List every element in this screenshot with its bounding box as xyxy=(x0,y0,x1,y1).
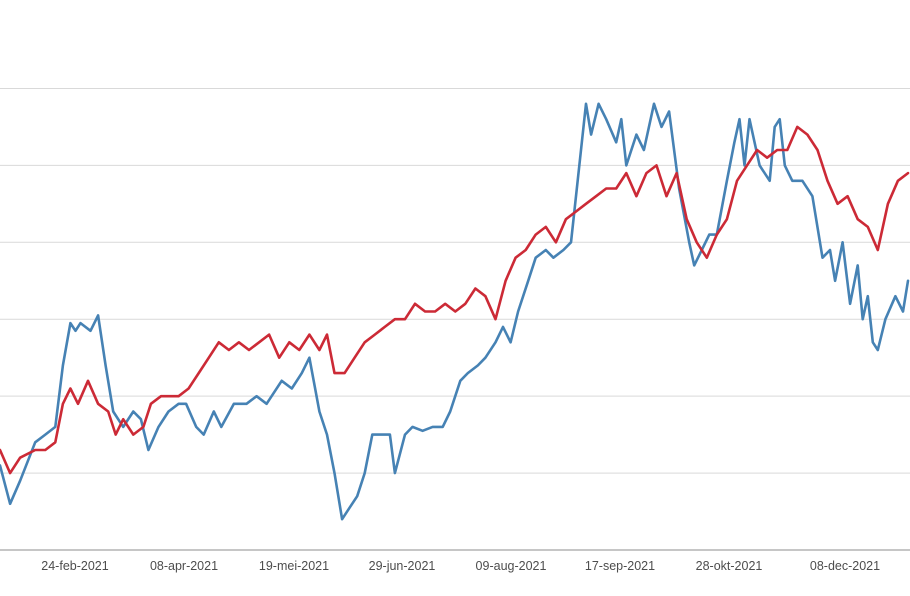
series-line-2 xyxy=(0,127,908,473)
x-tick-label: 17-sep-2021 xyxy=(585,559,655,573)
x-axis-ticks: 24-feb-2021 08-apr-2021 19-mei-2021 29-jun-… xyxy=(41,559,880,573)
x-tick-label: 08-dec-2021 xyxy=(810,559,880,573)
x-tick-label: 24-feb-2021 xyxy=(41,559,108,573)
x-tick-label: 28-okt-2021 xyxy=(696,559,763,573)
x-tick-label: 09-aug-2021 xyxy=(476,559,547,573)
series-layer xyxy=(0,104,908,519)
x-tick-label: 19-mei-2021 xyxy=(259,559,329,573)
x-tick-label: 08-apr-2021 xyxy=(150,559,218,573)
x-tick-label: 29-jun-2021 xyxy=(369,559,436,573)
